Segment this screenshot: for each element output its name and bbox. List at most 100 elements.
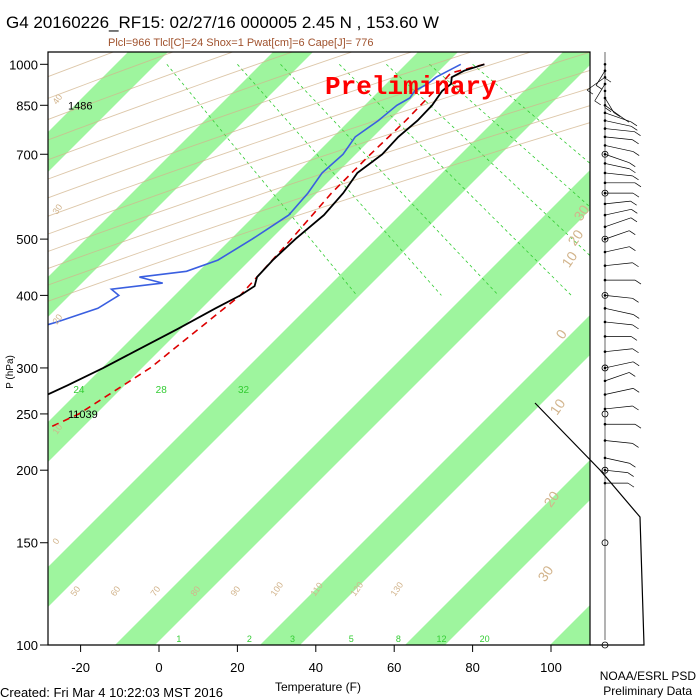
height-label: 11039 [68,409,98,421]
wind-level-dot [603,250,607,254]
band-label: 0 [50,536,61,546]
wind-barb-flag [632,151,640,156]
wind-level-dot [603,119,607,122]
dry-band [48,52,168,172]
wind-barb-flag [632,175,639,181]
dry-band [115,170,590,645]
wind-calm-circle [601,364,609,372]
wind-barb-flag [632,139,639,145]
wind-barb-flag [595,85,603,90]
mixing-ratio-bottom-label: 5 [349,634,354,644]
band-label: 70 [148,584,162,598]
dry-adiabat [48,69,590,252]
pressure-axis: 100 150 200 250 300 400 500 700 850 1000 [9,57,48,653]
wind-barb-flag [630,200,637,206]
dry-adiabat [48,52,472,199]
dry-adiabat [48,52,353,161]
wind-barb-flag [630,336,638,341]
wind-barb [604,388,634,395]
wind-level-dot [603,439,607,442]
band-label: 100 [268,580,285,598]
wind-barb [604,246,630,253]
wind-barb-flag [634,182,642,188]
wind-level-dot [603,225,607,229]
parcel-trace [48,63,485,430]
band-label: 50 [68,584,82,598]
wind-level-dot [603,69,607,72]
wind-barb [604,217,632,228]
wind-barb [604,200,631,205]
wind-barb-flag [632,314,640,319]
wind-barb [604,405,633,410]
wind-level-dot [603,456,607,460]
wind-barb-flag [629,462,636,468]
x-axis-label: Temperature (F) [275,680,361,694]
wind-level-dot [603,393,607,396]
wind-barb [604,105,624,119]
wind-level-dot [603,103,607,107]
wind-level-dot [603,75,607,79]
wind-level-dot [603,468,607,472]
mixing-ratio-labels: 8121620242832123581220 [73,385,490,644]
wind-barb [604,372,630,382]
wind-level-dot [603,82,607,86]
mixing-ratio-lines [166,63,590,296]
wind-level-dot [603,366,607,370]
mixing-ratio-line [386,64,590,257]
wind-level-dot [603,422,607,426]
wind-level-dot [603,89,607,93]
temperature-tick-label: 60 [387,660,401,675]
wind-barb-flag [629,246,636,252]
dry-adiabat [48,87,590,269]
mixing-ratio-bottom-label: 3 [290,634,295,644]
chart-params: Plcl=966 Tlcl[C]=24 Shox=1 Pwat[cm]=6 Ca… [108,37,373,49]
wind-barb-flag [631,126,638,131]
wind-barb-flag [586,89,594,95]
wind-barb-flag [632,324,639,330]
temperature-tick-label: 40 [309,660,323,675]
wind-level-dot [603,171,607,175]
wind-level-dot [603,264,607,267]
wind-panel-outline [534,402,645,646]
wind-level-dot [603,63,607,66]
mixing-ratio-bottom-label: 12 [436,634,446,644]
wind-level-dot [603,191,607,195]
wind-barb-flag [630,217,638,223]
temperature-tick-label: 80 [465,660,479,675]
wind-barb [604,348,633,353]
height-label: 1486 [68,100,92,112]
pressure-tick-label: 300 [16,361,38,376]
wind-barb [604,145,634,152]
wind-barb-flag [627,482,635,488]
mixing-ratio-bottom-label: 20 [480,634,490,644]
wind-barb [604,163,630,170]
mixing-ratio-line [339,64,572,296]
wind-level-dot [603,481,607,485]
wind-barb-flag [632,298,639,303]
wind-barb [594,83,606,102]
wind-level-dot [603,407,607,411]
wind-barb [604,440,633,444]
dry-band [48,52,590,607]
wind-level-dot [603,96,607,100]
pressure-tick-label: 1000 [9,57,38,72]
wind-barb [586,76,606,91]
wind-barb [604,321,633,326]
wind-barb-flag [604,77,612,83]
wind-level-dot [603,111,607,115]
wind-barb-flag [634,279,642,285]
wind-barb [604,457,630,464]
wind-level-dot [603,278,607,282]
wind-calm-circle [601,641,609,649]
band-label: 10 [50,422,64,436]
dry-adiabat [48,105,590,286]
wind-barb-flag [632,361,640,367]
dewpoint-trace [48,63,462,326]
dry-band [48,52,313,317]
wind-barb [604,112,632,123]
wind-level-dot [603,162,607,165]
temperature-tick-label: -20 [71,660,90,675]
wind-barb-flag [632,405,639,411]
